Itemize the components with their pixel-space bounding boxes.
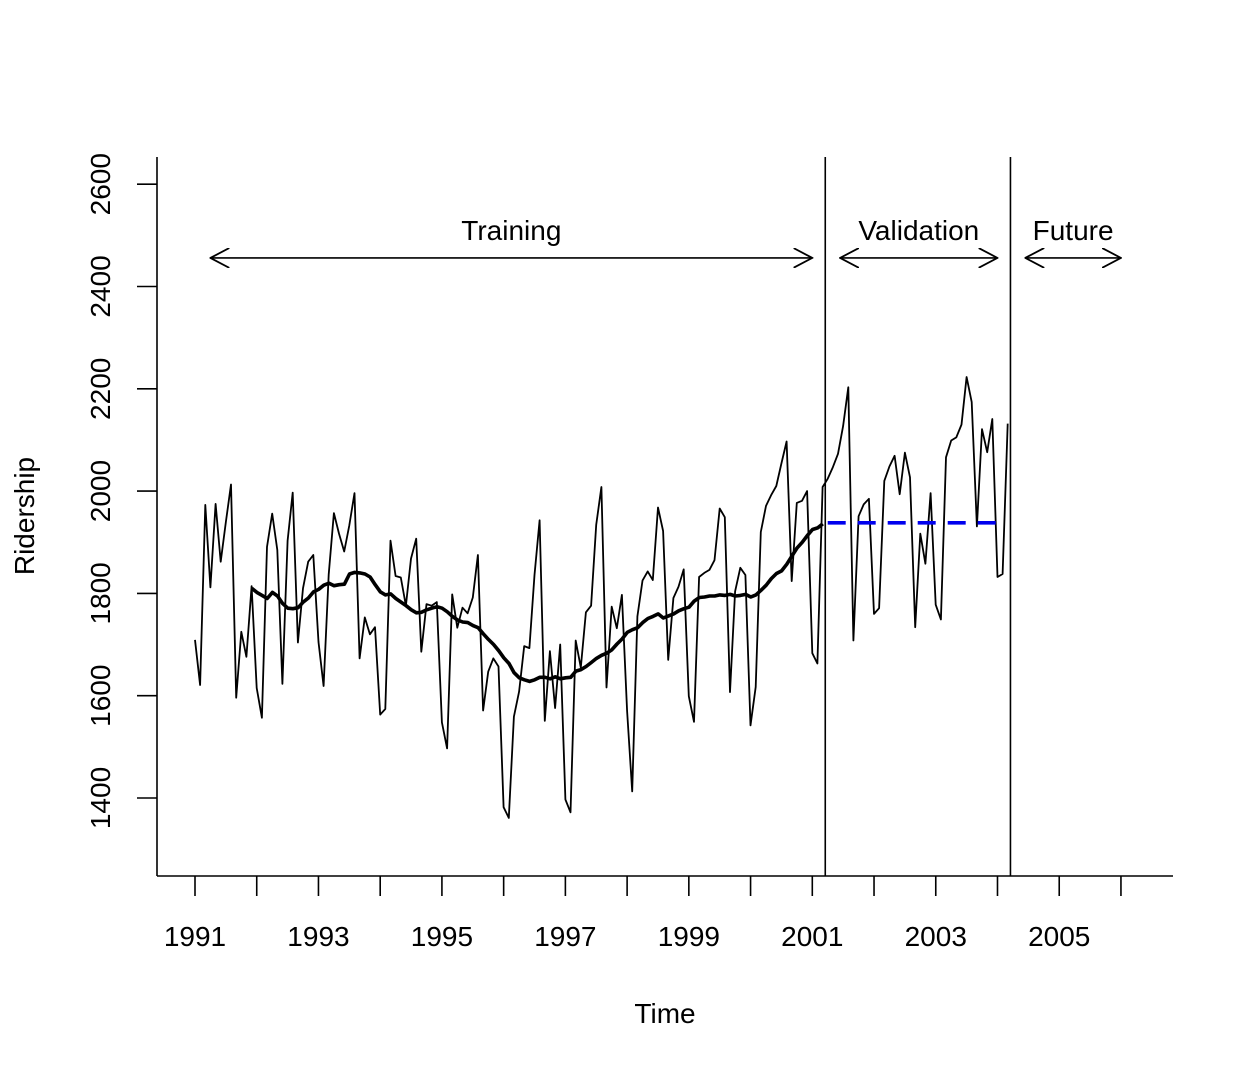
y-tick-label: 2200: [85, 358, 116, 420]
x-tick-label: 2005: [1028, 921, 1090, 952]
x-tick-label: 1993: [287, 921, 349, 952]
partition-annotations: Training Validation Future: [210, 215, 1121, 258]
x-tick-label: 1997: [534, 921, 596, 952]
series-group: [194, 376, 1009, 819]
annotation-label: Training: [461, 215, 561, 246]
y-tick-label: 2600: [85, 153, 116, 215]
y-tick-label: 2000: [85, 460, 116, 522]
x-tick-label: 2001: [781, 921, 843, 952]
axes: [156, 157, 1173, 877]
x-tick-label: 1999: [658, 921, 720, 952]
annotation-label: Future: [1033, 215, 1114, 246]
y-axis-title: Ridership: [9, 457, 40, 575]
x-axis-ticks: 1991 1993 1995 1997 1999 2001 2003 2005: [164, 876, 1122, 952]
x-tick-label: 1995: [411, 921, 473, 952]
y-tick-label: 1600: [85, 665, 116, 727]
series-line-thin-black: [194, 376, 1009, 819]
x-tick-label: 2003: [905, 921, 967, 952]
y-tick-label: 1400: [85, 767, 116, 829]
y-tick-label: 1800: [85, 562, 116, 624]
partition-lines: [824, 157, 1012, 876]
y-tick-label: 2400: [85, 255, 116, 317]
x-tick-label: 1991: [164, 921, 226, 952]
annotation-label: Validation: [858, 215, 979, 246]
y-axis-ticks: 1400 1600 1800 2000 2200 2400 2600: [85, 153, 157, 829]
x-axis-title: Time: [634, 998, 695, 1029]
series-line-thick-black: [250, 522, 824, 684]
